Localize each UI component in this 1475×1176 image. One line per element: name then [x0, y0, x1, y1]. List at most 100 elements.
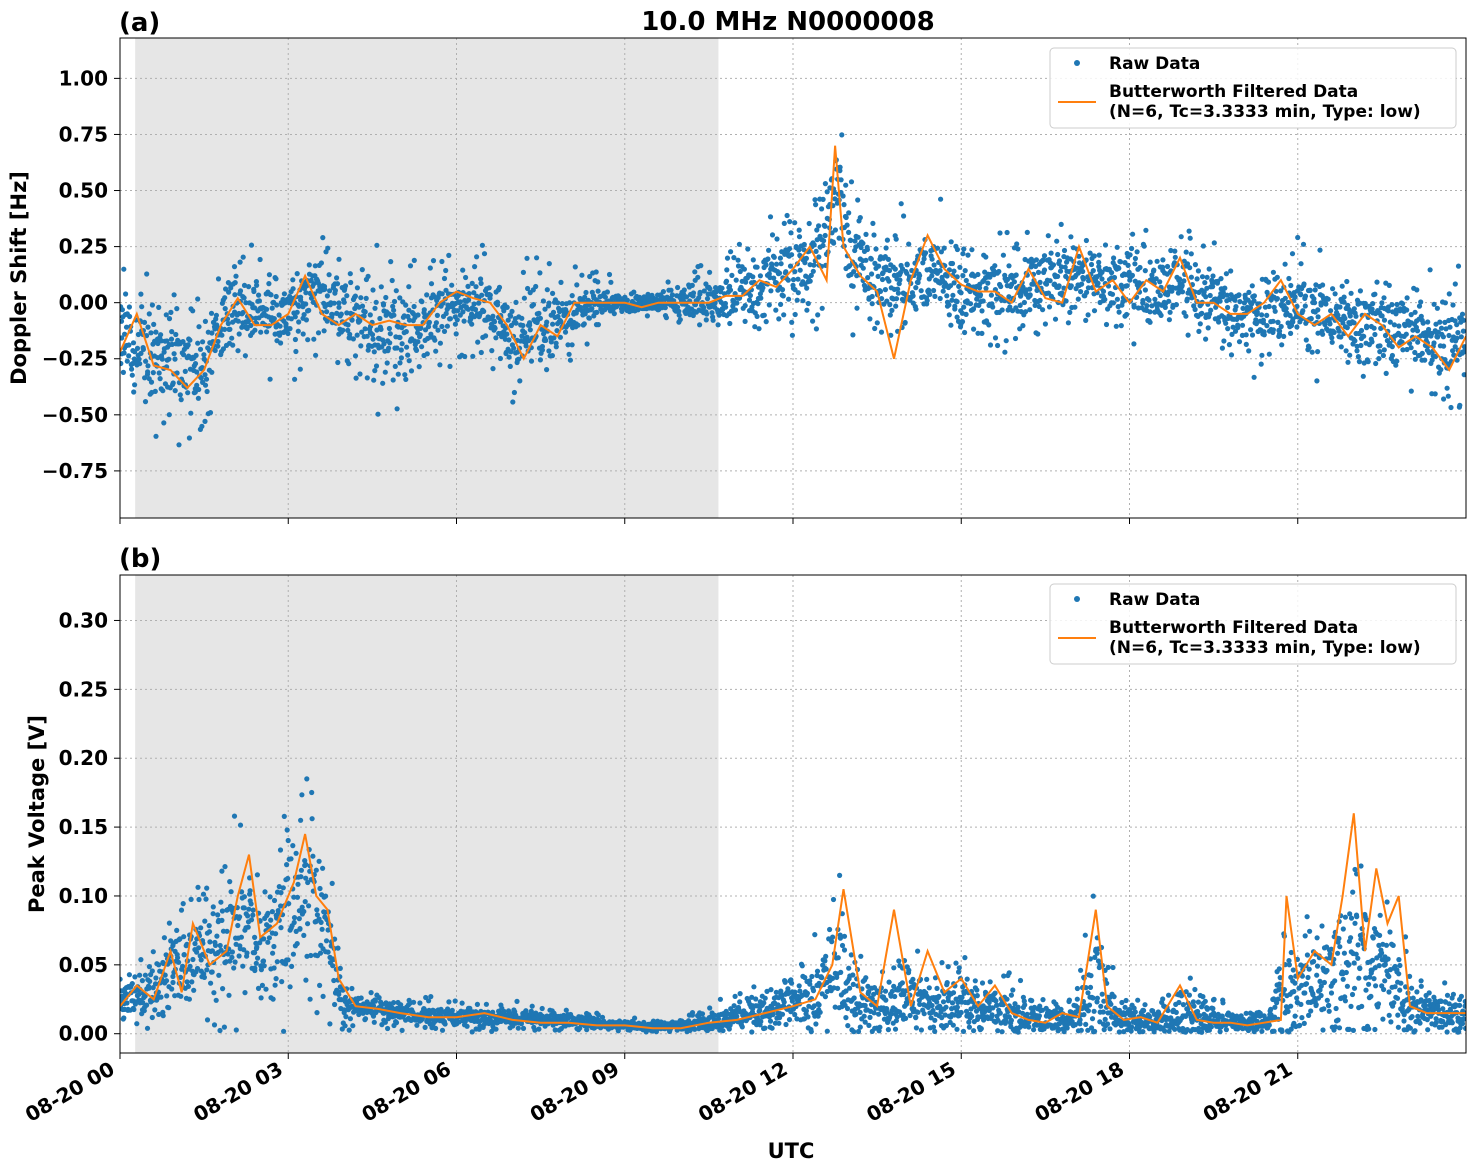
raw-data-point — [138, 957, 143, 962]
raw-data-point — [232, 814, 237, 819]
raw-data-point — [1267, 304, 1272, 309]
raw-data-point — [428, 265, 433, 270]
raw-data-point — [127, 304, 132, 309]
raw-data-point — [1314, 378, 1319, 383]
raw-data-point — [899, 201, 904, 206]
raw-data-point — [484, 1002, 489, 1007]
raw-data-point — [167, 412, 172, 417]
raw-data-point — [291, 286, 296, 291]
raw-data-point — [773, 280, 778, 285]
raw-data-point — [1078, 289, 1083, 294]
raw-data-point — [1220, 1000, 1225, 1005]
raw-data-point — [169, 337, 174, 342]
raw-data-point — [249, 243, 254, 248]
raw-data-point — [1295, 235, 1300, 240]
raw-data-point — [1043, 321, 1048, 326]
raw-data-point — [246, 284, 251, 289]
raw-data-point — [383, 295, 388, 300]
raw-data-point — [910, 977, 915, 982]
raw-data-point — [318, 289, 323, 294]
raw-data-point — [356, 996, 361, 1001]
raw-data-point — [965, 253, 970, 258]
raw-data-point — [1348, 321, 1353, 326]
raw-data-point — [538, 316, 543, 321]
raw-data-point — [1409, 345, 1414, 350]
raw-data-point — [265, 911, 270, 916]
raw-data-point — [1224, 1027, 1229, 1032]
raw-data-point — [678, 317, 683, 322]
panel-b-ylabel: Peak Voltage [V] — [25, 715, 49, 913]
raw-data-point — [770, 232, 775, 237]
raw-data-point — [690, 283, 695, 288]
raw-data-point — [946, 964, 951, 969]
raw-data-point — [293, 314, 298, 319]
raw-data-point — [256, 293, 261, 298]
raw-data-point — [1143, 228, 1148, 233]
raw-data-point — [1358, 343, 1363, 348]
raw-data-point — [314, 907, 319, 912]
raw-data-point — [1001, 253, 1006, 258]
raw-data-point — [742, 267, 747, 272]
raw-data-point — [220, 908, 225, 913]
raw-data-point — [1299, 1015, 1304, 1020]
raw-data-point — [159, 386, 164, 391]
figure-title: 10.0 MHz N0000008 — [641, 7, 934, 37]
raw-data-point — [250, 913, 255, 918]
raw-data-point — [1450, 302, 1455, 307]
raw-data-point — [411, 1000, 416, 1005]
raw-data-point — [322, 328, 327, 333]
raw-data-point — [1422, 358, 1427, 363]
raw-data-point — [1168, 310, 1173, 315]
raw-data-point — [1385, 899, 1390, 904]
raw-data-point — [849, 272, 854, 277]
raw-data-point — [1279, 342, 1284, 347]
raw-data-point — [198, 347, 203, 352]
raw-data-point — [1237, 299, 1242, 304]
raw-data-point — [434, 320, 439, 325]
raw-data-point — [1345, 984, 1350, 989]
raw-data-point — [372, 306, 377, 311]
raw-data-point — [204, 377, 209, 382]
panel-a-ytick-label: 1.00 — [59, 66, 108, 90]
raw-data-point — [295, 882, 300, 887]
raw-data-point — [1131, 341, 1136, 346]
raw-data-point — [190, 957, 195, 962]
raw-data-point — [1459, 994, 1464, 999]
raw-data-point — [807, 221, 812, 226]
raw-data-point — [493, 335, 498, 340]
raw-data-point — [508, 364, 513, 369]
raw-data-point — [157, 370, 162, 375]
raw-data-point — [322, 287, 327, 292]
raw-data-point — [1304, 337, 1309, 342]
raw-data-point — [1441, 396, 1446, 401]
raw-data-point — [995, 1028, 1000, 1033]
raw-data-point — [707, 270, 712, 275]
raw-data-point — [1240, 323, 1245, 328]
raw-data-point — [1016, 1030, 1021, 1035]
raw-data-point — [196, 897, 201, 902]
raw-data-point — [278, 925, 283, 930]
raw-data-point — [965, 977, 970, 982]
raw-data-point — [1330, 329, 1335, 334]
raw-data-point — [428, 994, 433, 999]
raw-data-point — [127, 972, 132, 977]
raw-data-point — [236, 319, 241, 324]
raw-data-point — [405, 353, 410, 358]
raw-data-point — [223, 306, 228, 311]
raw-data-point — [153, 330, 158, 335]
raw-data-point — [791, 277, 796, 282]
raw-data-point — [429, 281, 434, 286]
raw-data-point — [776, 316, 781, 321]
raw-data-point — [1119, 323, 1124, 328]
raw-data-point — [270, 951, 275, 956]
raw-data-point — [266, 281, 271, 286]
raw-data-point — [1187, 993, 1192, 998]
raw-data-point — [126, 342, 131, 347]
raw-data-point — [856, 235, 861, 240]
raw-data-point — [344, 293, 349, 298]
raw-data-point — [251, 289, 256, 294]
raw-data-point — [1210, 273, 1215, 278]
raw-data-point — [160, 357, 165, 362]
raw-data-point — [419, 299, 424, 304]
raw-data-point — [745, 275, 750, 280]
